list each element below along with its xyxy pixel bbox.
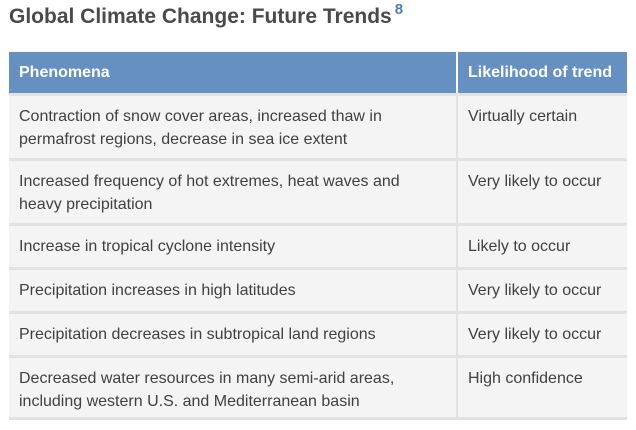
column-header-likelihood: Likelihood of trend — [458, 52, 627, 93]
phenomena-cell: Precipitation decreases in subtropical l… — [9, 311, 458, 355]
likelihood-cell: Very likely to occur — [458, 158, 627, 223]
table-row: Increased frequency of hot extremes, hea… — [9, 158, 627, 223]
table-row: Decreased water resources in many semi-a… — [9, 355, 627, 420]
likelihood-cell: Likely to occur — [458, 223, 627, 267]
phenomena-cell: Contraction of snow cover areas, increas… — [9, 93, 458, 158]
column-header-phenomena: Phenomena — [9, 52, 458, 93]
likelihood-cell: Very likely to occur — [458, 267, 627, 311]
table-row: Precipitation decreases in subtropical l… — [9, 311, 627, 355]
table-header-row: Phenomena Likelihood of trend — [9, 52, 627, 93]
phenomena-cell: Decreased water resources in many semi-a… — [9, 355, 458, 420]
likelihood-cell: Very likely to occur — [458, 311, 627, 355]
page-title-text: Global Climate Change: Future Trends — [9, 5, 392, 28]
phenomena-cell: Precipitation increases in high latitude… — [9, 267, 458, 311]
phenomena-cell: Increased frequency of hot extremes, hea… — [9, 158, 458, 223]
table-row: Precipitation increases in high latitude… — [9, 267, 627, 311]
likelihood-cell: Virtually certain — [458, 93, 627, 158]
page-title: Global Climate Change: Future Trends 8 — [9, 1, 403, 29]
table-row: Increase in tropical cyclone intensity L… — [9, 223, 627, 267]
phenomena-cell: Increase in tropical cyclone intensity — [9, 223, 458, 267]
table-row: Contraction of snow cover areas, increas… — [9, 93, 627, 158]
climate-trends-table: Phenomena Likelihood of trend Contractio… — [9, 52, 627, 420]
likelihood-cell: High confidence — [458, 355, 627, 420]
footnote-link[interactable]: 8 — [394, 1, 404, 18]
